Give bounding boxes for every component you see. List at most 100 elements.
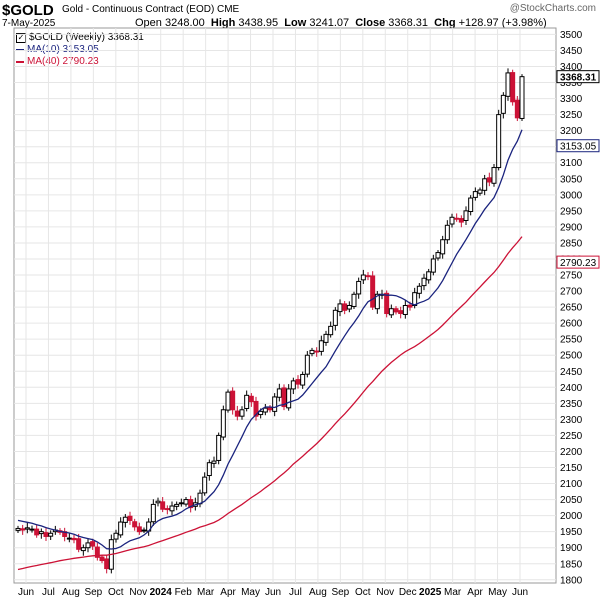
candle-body [370,275,376,308]
candle-body [360,274,366,281]
y-tick-label: 3050 [560,174,583,185]
legend-price-label: $GOLD (Weekly) 3368.31 [29,32,144,43]
candle-body [407,304,413,308]
candle-body [468,197,474,213]
y-tick-label: 3200 [560,126,583,137]
candle-body [99,556,105,562]
candle-body [500,94,506,114]
x-tick-label: Feb [175,587,193,598]
close-value: 3368.31 [388,17,429,29]
candle-body [318,340,324,352]
close-label: Close [355,17,386,29]
candle-body [309,349,315,355]
y-tick-label: 2150 [560,463,583,474]
candle-body [491,167,497,184]
candle-body [426,271,432,281]
candle-body [127,515,133,521]
high-label: High [210,17,236,29]
candle-body [454,217,460,220]
candle-body [374,293,380,310]
y-tick-label: 2750 [560,271,583,282]
candle-body [514,99,520,119]
candle-body [458,218,464,223]
candle-body [90,541,96,547]
y-tick-label: 1950 [560,527,583,538]
x-tick-label: Mar [444,587,462,598]
candle-body [346,305,352,310]
candle-body [486,177,492,183]
candle-body [304,354,310,375]
candle-body [421,277,427,287]
candle-body [164,508,170,511]
candle-body [169,505,175,512]
y-tick-label: 2600 [560,319,583,330]
exchange-name: CME [217,4,240,15]
chg-label: Chg [434,17,456,29]
y-tick-label: 2350 [560,399,583,410]
candle-body [337,303,343,313]
candle-body [342,303,348,311]
last-price-tag: 3368.31 [560,73,597,84]
high-value: 3438.95 [238,17,279,29]
candle-body [76,538,82,550]
candle-body [220,409,226,438]
ticker-symbol: $GOLD [2,2,54,19]
open-label: Open [135,17,162,29]
candle-body [104,558,110,570]
x-tick-label: Nov [376,587,394,598]
y-tick-label: 3100 [560,158,583,169]
candle-body [24,527,30,530]
candle-body [183,499,189,505]
y-tick-label: 2850 [560,238,583,249]
candle-body [38,531,44,535]
y-tick-label: 2700 [560,287,583,298]
low-value: 3241.07 [309,17,350,29]
y-tick-label: 3400 [560,62,583,73]
x-tick-label: Aug [309,587,327,598]
x-tick-label: 2025 [419,587,442,598]
candle-body [202,476,208,494]
legend-ma40-label: MA(40) 2790.23 [27,56,99,67]
legend-ma40[interactable]: MA(40) 2790.23 [16,56,144,68]
candle-body [206,462,212,477]
x-tick-label: Jul [289,587,302,598]
candle-body [234,410,240,417]
x-tick-label: Aug [62,587,80,598]
candle-body [244,394,250,409]
plot-frame [13,27,557,584]
candle-body [365,275,371,278]
y-tick-label: 2050 [560,495,583,506]
y-tick-label: 1800 [560,575,583,586]
candle-body [71,537,77,541]
candle-body [472,191,478,198]
candle-body [239,409,245,417]
candle-body [272,396,278,412]
candle-body [34,528,40,536]
candle-body [286,388,292,409]
candle-body [80,547,86,552]
candle-body [29,528,35,531]
candle-body [482,178,488,191]
candle-body [216,434,222,461]
x-tick-label: Mar [197,587,215,598]
x-tick-label: May [488,587,507,598]
x-tick-label: Jun [18,587,34,598]
candle-body [332,309,338,326]
candle-body [440,239,446,255]
candle-body [402,305,408,315]
x-tick-label: May [241,587,260,598]
candle-body [300,373,306,386]
y-tick-label: 3350 [560,78,583,89]
candle-body [351,293,357,307]
y-tick-label: 2500 [560,351,583,362]
candle-body [314,350,320,353]
y-tick-label: 2100 [560,479,583,490]
y-tick-label: 2250 [560,431,583,442]
candle-body [113,532,119,540]
candle-body [230,390,236,411]
candle-body [118,521,124,536]
y-tick-label: 3000 [560,190,583,201]
candle-body [122,516,128,523]
candle-body [132,521,138,528]
